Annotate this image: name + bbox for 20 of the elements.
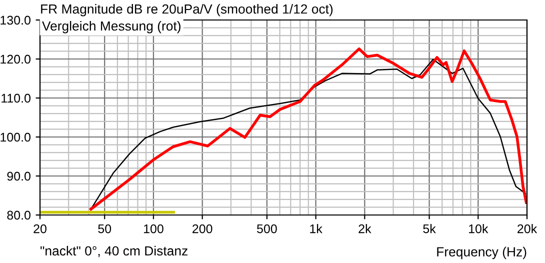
- x-tick-label: 100: [144, 224, 164, 234]
- x-axis-title: Frequency (Hz): [437, 246, 526, 260]
- y-tick-label: 80.0: [7, 210, 30, 220]
- y-tick-label: 90.0: [7, 172, 30, 181]
- y-tick-label: 100.0: [0, 132, 30, 142]
- text: "nackt" 0°, 40 cm Distanz: [40, 246, 188, 258]
- x-tick-label: 2k: [358, 224, 372, 234]
- chart-title: FR Magnitude dB re 20uPa/V (smoothed 1/12 oct): [41, 4, 333, 16]
- x-tick-label: 1k: [310, 224, 322, 234]
- y-tick-label: 120.0: [0, 54, 30, 64]
- x-tick-label: 20: [34, 224, 46, 234]
- x-tick-label: 5k: [423, 224, 436, 234]
- y-tick-label: 110.0: [2, 94, 30, 103]
- x-tick-label: 500: [257, 224, 277, 234]
- x-tick-label: 10k: [469, 224, 488, 234]
- x-tick-label: 200: [192, 224, 212, 234]
- y-tick-label: 130.0: [0, 16, 30, 25]
- x-tick-label: 20k: [518, 224, 538, 234]
- annotation: Vergleich Messung (rot): [42, 20, 180, 34]
- x-tick-label: 50: [98, 224, 112, 234]
